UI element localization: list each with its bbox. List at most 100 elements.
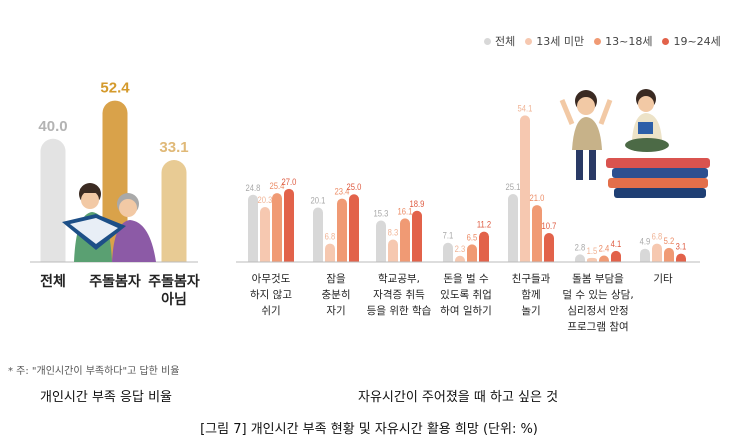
- wish-bar-1-3: [349, 194, 359, 262]
- wish-value-label-5-3: 4.1: [611, 238, 622, 249]
- wish-bar-4-2: [532, 205, 542, 262]
- wish-bar-4-1: [520, 115, 530, 262]
- wish-category-label-2: 등을 위한 학습: [367, 304, 432, 317]
- wish-bar-0-0: [248, 194, 258, 262]
- wish-bar-3-2: [467, 244, 477, 262]
- wish-value-label-2-3: 18.9: [410, 198, 425, 209]
- overall-category-label-0: 전체: [40, 273, 66, 290]
- wish-value-label-6-1: 6.8: [652, 231, 663, 242]
- wish-bar-2-0: [376, 220, 386, 262]
- wish-bar-2-2: [400, 218, 410, 262]
- legend-swatch-under-13: [525, 37, 533, 45]
- overall-category-label-2: 아님: [161, 291, 187, 308]
- legend-item-total: 전체: [484, 33, 515, 49]
- overall-value-label-0: 40.0: [38, 118, 67, 135]
- overall-bar-0: [40, 138, 66, 262]
- wish-category-label-4: 놀기: [521, 305, 540, 317]
- wish-category-label-3: 있도록 취업: [440, 288, 492, 301]
- wish-category-label-3: 하여 일하기: [440, 304, 492, 317]
- wish-bar-0-1: [260, 206, 270, 262]
- wish-category-label-4: 친구들과: [512, 273, 551, 285]
- wish-value-label-3-1: 2.3: [455, 243, 466, 254]
- wish-bar-4-0: [508, 193, 518, 262]
- wish-value-label-5-0: 2.8: [575, 242, 586, 253]
- legend-label-under-13: 13세 미만: [536, 35, 585, 48]
- wish-category-label-3: 돈을 벌 수: [443, 273, 489, 285]
- wish-category-label-1: 자기: [326, 305, 345, 317]
- wish-bar-4-3: [544, 233, 554, 262]
- wish-value-label-3-2: 6.5: [467, 232, 478, 243]
- wish-value-label-1-1: 6.8: [325, 231, 336, 242]
- family-reading-illustration: [62, 183, 156, 262]
- wish-value-label-4-1: 54.1: [518, 103, 533, 114]
- wish-category-label-5: 프로그램 참여: [567, 321, 628, 333]
- wish-category-label-6: 기타: [653, 273, 673, 285]
- wish-bar-3-0: [443, 242, 453, 262]
- wish-bar-0-3: [284, 188, 294, 262]
- wish-category-label-5: 심리정서 안정: [567, 305, 628, 317]
- wish-bar-1-2: [337, 198, 347, 262]
- overall-value-label-1: 52.4: [100, 80, 130, 97]
- wish-category-label-0: 아무것도: [252, 273, 291, 285]
- wish-value-label-0-1: 20.3: [258, 194, 273, 205]
- wish-value-label-1-0: 20.1: [311, 195, 326, 206]
- wish-category-label-1: 충분히: [322, 289, 351, 301]
- overall-category-label-1: 주돌봄자: [89, 274, 141, 290]
- footnote: * 주: "개인시간이 부족하다"고 답한 비율: [8, 366, 180, 377]
- wish-category-label-0: 쉬기: [261, 305, 280, 317]
- wish-value-label-4-2: 21.0: [530, 192, 545, 203]
- wish-bar-6-3: [676, 253, 686, 262]
- wish-bar-5-0: [575, 254, 585, 262]
- wish-bar-2-1: [388, 239, 398, 262]
- wish-bar-3-3: [479, 231, 489, 262]
- wish-bar-0-2: [272, 193, 282, 262]
- wish-category-label-0: 하지 않고: [250, 288, 292, 301]
- wish-bar-5-2: [599, 255, 609, 262]
- wish-bar-1-0: [313, 207, 323, 262]
- wish-value-label-2-1: 8.3: [388, 227, 399, 238]
- right-chart-caption: 자유시간이 주어졌을 때 하고 싶은 것: [358, 390, 559, 405]
- wish-value-label-0-2: 25.4: [270, 181, 285, 192]
- left-chart-caption: 개인시간 부족 응답 비율: [40, 390, 172, 405]
- overall-value-label-2: 33.1: [159, 139, 188, 156]
- wish-bar-5-3: [611, 250, 621, 262]
- wish-category-label-5: 돌봄 부담을: [572, 273, 624, 285]
- wish-value-label-1-2: 23.4: [335, 186, 350, 197]
- wish-value-label-5-2: 2.4: [599, 243, 610, 254]
- legend-label-total: 전체: [495, 35, 516, 48]
- overall-bar-2: [161, 160, 187, 262]
- wish-value-label-2-0: 15.3: [374, 208, 389, 219]
- wish-bar-3-1: [455, 255, 465, 262]
- wish-value-label-3-3: 11.2: [477, 219, 492, 230]
- wish-category-label-2: 자격증 취득: [373, 288, 425, 301]
- wish-value-label-3-0: 7.1: [443, 230, 454, 241]
- wish-value-label-6-3: 3.1: [676, 241, 687, 252]
- wish-bar-2-3: [412, 210, 422, 262]
- wish-value-label-0-0: 24.8: [246, 182, 261, 193]
- legend-item-19-24: 19~24세: [662, 33, 721, 49]
- students-illustration: [559, 89, 710, 198]
- wish-category-label-4: 함께: [521, 289, 540, 301]
- legend: 전체 13세 미만 13~18세 19~24세: [484, 33, 721, 49]
- overall-category-label-2: 주돌봄자: [148, 274, 200, 290]
- legend-swatch-13-18: [594, 37, 602, 45]
- wish-category-label-5: 덜 수 있는 상담,: [562, 289, 633, 301]
- wish-value-label-2-2: 16.1: [398, 206, 413, 217]
- legend-item-under-13: 13세 미만: [525, 33, 584, 49]
- legend-label-19-24: 19~24세: [673, 35, 721, 48]
- wish-value-label-5-1: 1.5: [587, 245, 598, 256]
- wish-value-label-4-3: 10.7: [542, 220, 557, 231]
- legend-swatch-19-24: [662, 37, 670, 45]
- free-time-wish-chart: 24.8 20.1 15.3 7.1 25.1 2.8 4.9 20.3 6.8 8.3 2.3 54…: [236, 103, 700, 333]
- legend-swatch-total: [484, 37, 491, 45]
- wish-category-label-1: 잠을: [326, 273, 346, 285]
- wish-value-label-4-0: 25.1: [506, 181, 521, 192]
- wish-value-label-1-3: 25.0: [347, 182, 362, 193]
- wish-bar-6-2: [664, 247, 674, 262]
- wish-value-label-6-2: 5.2: [664, 235, 675, 246]
- wish-value-label-6-0: 4.9: [640, 236, 651, 247]
- wish-bar-6-0: [640, 248, 650, 262]
- wish-category-label-2: 학교공부,: [378, 273, 420, 285]
